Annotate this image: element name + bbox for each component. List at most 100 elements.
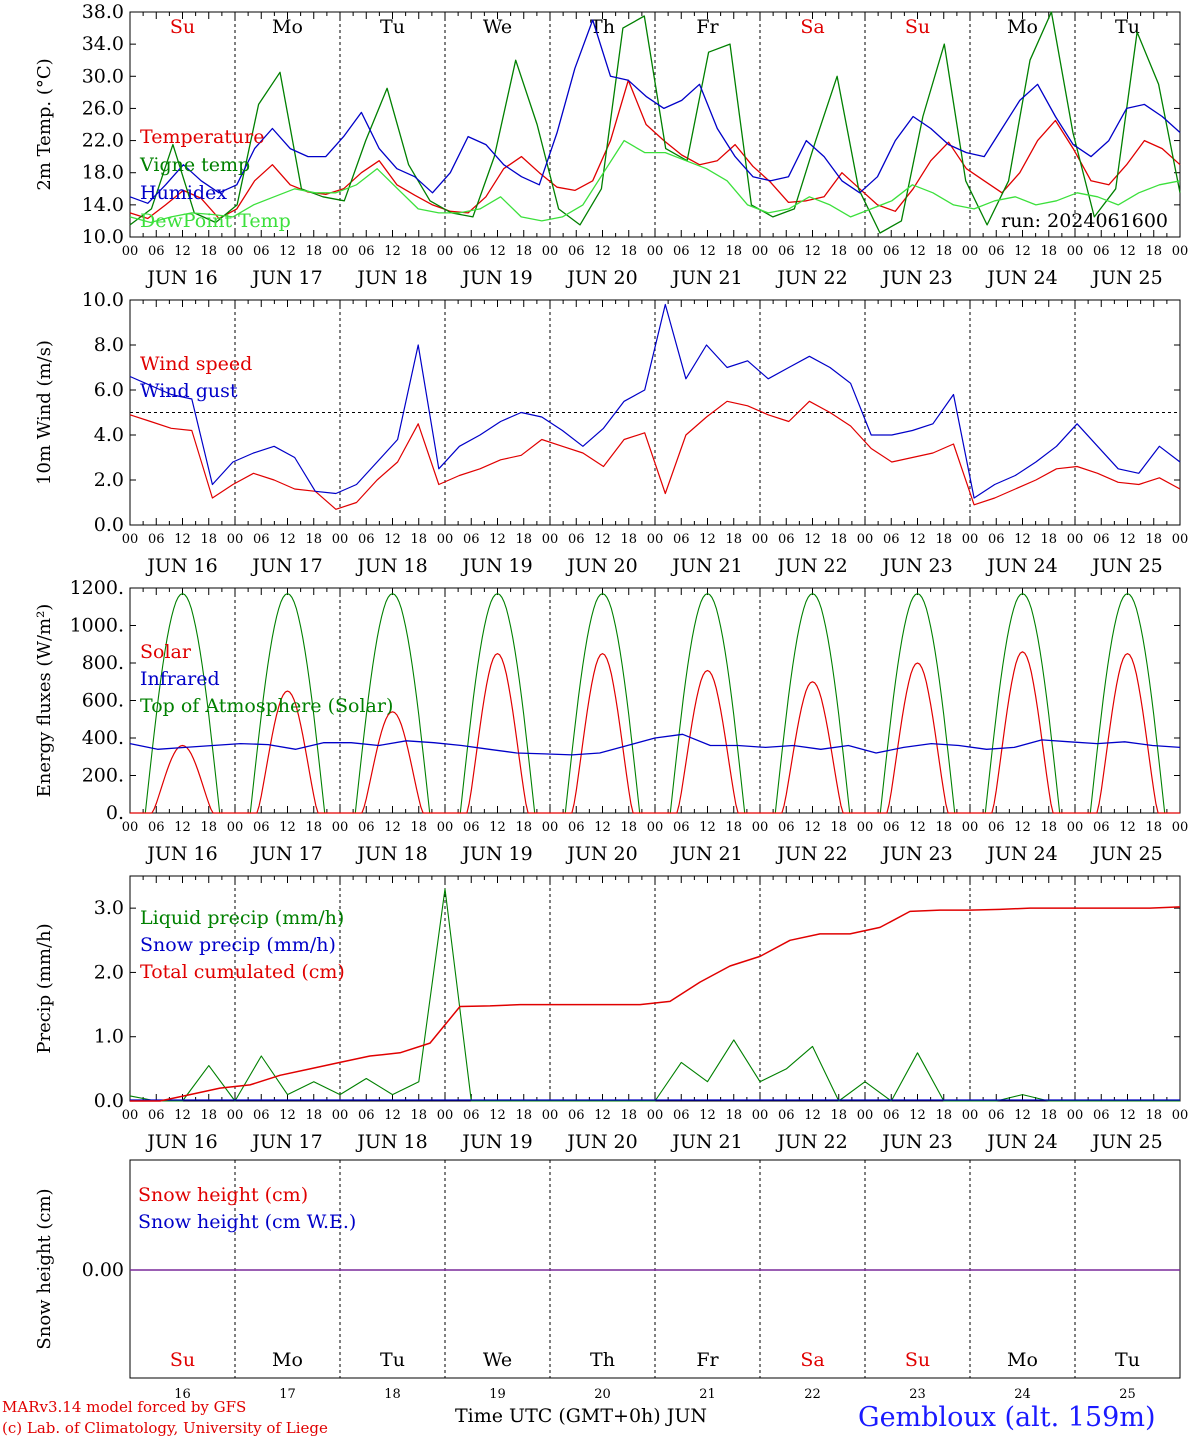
hour-tick-label: 12 — [1119, 532, 1136, 547]
day-label: JUN 18 — [355, 267, 427, 289]
weekday-label: Tu — [380, 16, 405, 38]
legend-entry: Wind speed — [140, 353, 252, 375]
day-label: JUN 20 — [565, 843, 637, 865]
x-axis-label: Time UTC (GMT+0h) JUN — [455, 1405, 707, 1427]
hour-tick-label: 00 — [437, 244, 454, 259]
legend-entry: Liquid precip (mm/h) — [140, 907, 344, 929]
model-credit: MARv3.14 model forced by GFS — [2, 1398, 247, 1416]
hour-tick-label: 12 — [594, 532, 611, 547]
day-label: JUN 20 — [565, 1131, 637, 1153]
legend-entry: Temperature — [140, 126, 264, 148]
hour-tick-label: 18 — [620, 820, 637, 835]
day-label: JUN 23 — [880, 1131, 952, 1153]
day-number-label: 23 — [909, 1387, 926, 1402]
hour-tick-label: 18 — [410, 244, 427, 259]
day-label: JUN 19 — [460, 1131, 532, 1153]
day-label: JUN 17 — [250, 267, 322, 289]
hour-tick-label: 06 — [568, 244, 585, 259]
y-tick-label: 0.0 — [94, 1090, 124, 1112]
hour-tick-label: 18 — [200, 532, 217, 547]
hour-tick-label: 00 — [227, 820, 244, 835]
y-tick-label: 400. — [82, 727, 124, 749]
hour-tick-label: 00 — [227, 244, 244, 259]
series-vigne-temp — [129, 11, 1181, 234]
hour-tick-label: 12 — [594, 1108, 611, 1123]
y-tick-label: 18.0 — [82, 162, 124, 184]
hour-tick-label: 12 — [909, 532, 926, 547]
hour-tick-label: 12 — [489, 532, 506, 547]
legend-entry: Vigne temp — [139, 154, 250, 176]
hour-tick-label: 18 — [620, 1108, 637, 1123]
hour-tick-label: 00 — [122, 1108, 139, 1123]
hour-tick-label: 00 — [542, 244, 559, 259]
hour-tick-label: 12 — [384, 244, 401, 259]
hour-tick-label: 12 — [804, 244, 821, 259]
hour-tick-label: 12 — [279, 244, 296, 259]
y-tick-label: 6.0 — [94, 379, 124, 401]
hour-tick-label: 00 — [332, 1108, 349, 1123]
hour-tick-label: 12 — [384, 532, 401, 547]
hour-tick-label: 18 — [935, 820, 952, 835]
hour-tick-label: 00 — [647, 820, 664, 835]
hour-tick-label: 18 — [200, 1108, 217, 1123]
day-label: JUN 23 — [880, 843, 952, 865]
hour-tick-label: 00 — [962, 532, 979, 547]
hour-tick-label: 06 — [358, 1108, 375, 1123]
hour-tick-label: 18 — [515, 244, 532, 259]
y-tick-label: 8.0 — [94, 334, 124, 356]
hour-tick-label: 00 — [1067, 820, 1084, 835]
hour-tick-label: 06 — [1093, 820, 1110, 835]
hour-tick-label: 00 — [332, 244, 349, 259]
hour-tick-label: 18 — [1145, 244, 1162, 259]
weekday-label: Th — [590, 16, 615, 38]
hour-tick-label: 06 — [148, 532, 165, 547]
day-label: JUN 19 — [460, 843, 532, 865]
legend-entry: Infrared — [140, 668, 220, 690]
weekday-label: Sa — [800, 16, 824, 38]
day-label: JUN 21 — [670, 267, 742, 289]
hour-tick-label: 12 — [1014, 532, 1031, 547]
legend-entry: Snow height (cm W.E.) — [138, 1211, 356, 1233]
hour-tick-label: 00 — [752, 244, 769, 259]
weekday-label: Tu — [380, 1349, 405, 1371]
hour-tick-label: 06 — [778, 820, 795, 835]
y-tick-label: 800. — [82, 652, 124, 674]
day-label: JUN 22 — [775, 1131, 847, 1153]
series-total-cumulated — [130, 906, 1181, 1102]
station-name: Gembloux (alt. 159m) — [858, 1402, 1156, 1433]
hour-tick-label: 12 — [909, 820, 926, 835]
hour-tick-label: 00 — [437, 1108, 454, 1123]
weekday-label: Su — [170, 1349, 195, 1371]
hour-tick-label: 12 — [384, 1108, 401, 1123]
day-label: JUN 25 — [1090, 267, 1162, 289]
day-label: JUN 18 — [355, 843, 427, 865]
hour-tick-label: 00 — [542, 1108, 559, 1123]
legend-entry: Top of Atmosphere (Solar) — [140, 695, 393, 717]
day-label: JUN 25 — [1090, 555, 1162, 577]
y-tick-label: 1.0 — [94, 1026, 124, 1048]
day-label: JUN 25 — [1090, 843, 1162, 865]
y-axis-label: Precip (mm/h) — [34, 923, 55, 1053]
hour-tick-label: 00 — [647, 244, 664, 259]
hour-tick-label: 00 — [542, 532, 559, 547]
hour-tick-label: 18 — [305, 244, 322, 259]
hour-tick-label: 12 — [909, 1108, 926, 1123]
y-tick-label: 200. — [82, 765, 124, 787]
y-tick-label: 1200. — [70, 577, 124, 599]
hour-tick-label: 00 — [1067, 1108, 1084, 1123]
hour-tick-label: 06 — [568, 532, 585, 547]
hour-tick-label: 12 — [1014, 244, 1031, 259]
hour-tick-label: 06 — [988, 820, 1005, 835]
hour-tick-label: 00 — [227, 1108, 244, 1123]
hour-tick-label: 06 — [673, 244, 690, 259]
day-label: JUN 21 — [670, 843, 742, 865]
hour-tick-label: 06 — [568, 1108, 585, 1123]
hour-tick-label: 18 — [935, 532, 952, 547]
day-label: JUN 16 — [145, 267, 217, 289]
hour-tick-label: 00 — [437, 532, 454, 547]
hour-tick-label: 18 — [515, 532, 532, 547]
hour-tick-label: 06 — [253, 244, 270, 259]
hour-tick-label: 18 — [305, 532, 322, 547]
day-label: JUN 17 — [250, 843, 322, 865]
